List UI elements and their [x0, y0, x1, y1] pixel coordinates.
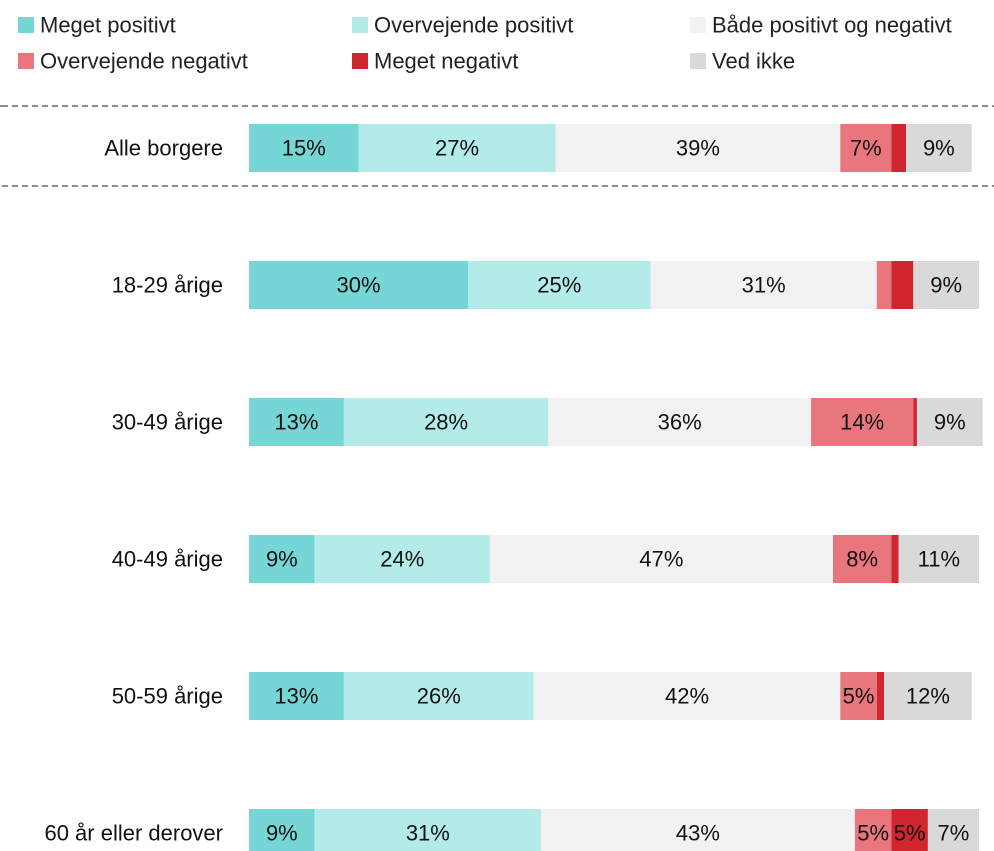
bar-segment [906, 124, 972, 172]
bar-segment [555, 124, 841, 172]
bar-segment [854, 809, 892, 851]
bar-segment [249, 672, 344, 720]
data-label: 5% [857, 821, 889, 846]
bar-segment [249, 809, 315, 851]
bar-segment [898, 535, 979, 583]
data-label: 28% [424, 410, 468, 435]
data-label: 30% [336, 273, 380, 298]
bar-segment [249, 124, 359, 172]
bar-segment [249, 398, 344, 446]
data-label: 27% [435, 136, 479, 161]
highlight-box [0, 105, 994, 187]
bar-segment [249, 261, 468, 309]
bar-segment [891, 261, 914, 309]
legend-label: Meget positivt [40, 13, 176, 38]
bar-segment [833, 535, 892, 583]
bar-segment [913, 261, 979, 309]
bar-segment [548, 398, 812, 446]
legend-swatch [690, 17, 706, 33]
category-label: 50-59 årige [112, 684, 223, 709]
data-label: 14% [840, 410, 884, 435]
data-label: 9% [266, 547, 298, 572]
legend-label: Både positivt og negativt [712, 13, 952, 38]
data-label: 9% [930, 273, 962, 298]
legend-swatch [352, 53, 368, 69]
legend-label: Ved ikke [712, 49, 795, 74]
category-label: 40-49 årige [112, 547, 223, 572]
legend-label: Overvejende negativt [40, 49, 248, 74]
bar-segment [891, 809, 928, 851]
data-label: 11% [918, 547, 960, 572]
bar-segment [541, 809, 855, 851]
bar-segment [343, 398, 549, 446]
legend-swatch [352, 17, 368, 33]
bar-segment [876, 261, 892, 309]
bar-segment [891, 124, 906, 172]
bar-segment [358, 124, 556, 172]
legend-swatch [690, 53, 706, 69]
bar-segment [927, 809, 979, 851]
bar-segment [840, 672, 877, 720]
bar-segment [343, 672, 534, 720]
category-label: Alle borgere [104, 136, 223, 161]
bar-segment [314, 535, 490, 583]
data-label: 25% [537, 273, 581, 298]
data-label: 7% [850, 136, 882, 161]
legend-swatch [18, 53, 34, 69]
data-label: 42% [665, 684, 709, 709]
bar-segment [913, 398, 917, 446]
bar-segment [884, 672, 972, 720]
category-label: 18-29 årige [112, 273, 223, 298]
bar-segment [468, 261, 651, 309]
bar-segment [916, 398, 983, 446]
data-label: 8% [846, 547, 878, 572]
data-label: 9% [934, 410, 966, 435]
data-label: 26% [417, 684, 461, 709]
category-label: 60 år eller derover [44, 821, 223, 846]
data-label: 31% [742, 273, 786, 298]
data-label: 31% [406, 821, 450, 846]
data-label: 5% [894, 821, 926, 846]
legend-label: Meget negativt [374, 49, 518, 74]
category-label: 30-49 årige [112, 410, 223, 435]
data-label: 9% [923, 136, 955, 161]
bar-segment [876, 672, 885, 720]
data-label: 15% [282, 136, 326, 161]
data-label: 5% [843, 684, 875, 709]
data-label: 39% [676, 136, 720, 161]
data-label: 7% [938, 821, 970, 846]
bar-segment [314, 809, 541, 851]
bar-segment [891, 535, 899, 583]
bar-segment [650, 261, 877, 309]
bar-segment [840, 124, 892, 172]
bar-segment [533, 672, 841, 720]
bar-segment [489, 535, 833, 583]
data-label: 12% [906, 684, 950, 709]
data-label: 9% [266, 821, 298, 846]
bar-segment [249, 535, 315, 583]
data-label: 47% [639, 547, 683, 572]
data-label: 43% [676, 821, 720, 846]
data-label: 36% [658, 410, 702, 435]
bar-segment [811, 398, 914, 446]
legend-swatch [18, 17, 34, 33]
legend-label: Overvejende positivt [374, 13, 573, 38]
data-label: 13% [274, 684, 318, 709]
data-label: 13% [274, 410, 318, 435]
data-label: 24% [380, 547, 424, 572]
